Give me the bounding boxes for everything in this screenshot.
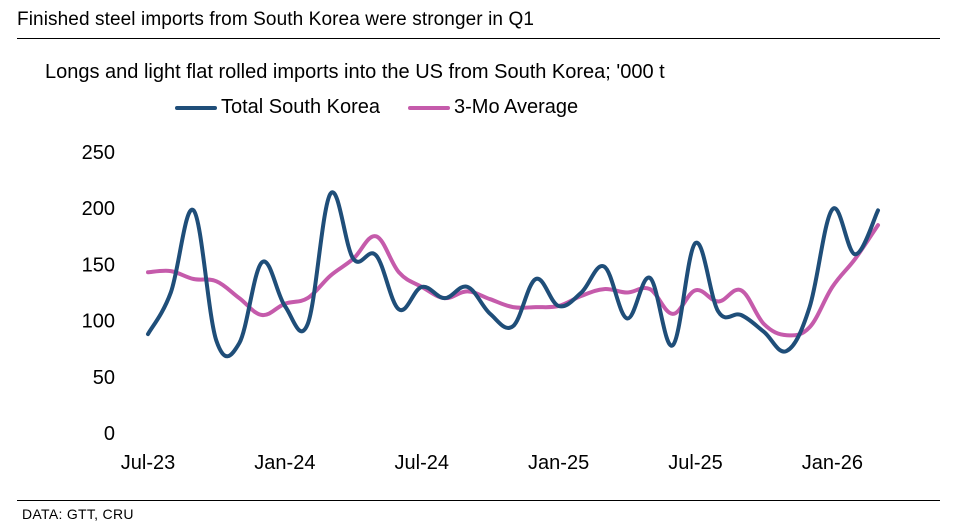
y-axis: 0 50 100 150 200 250 — [82, 142, 115, 445]
y-tick-label: 0 — [104, 423, 115, 445]
x-tick-label: Jan-26 — [802, 452, 863, 474]
legend-swatch-average — [408, 105, 450, 110]
legend-swatch-total — [175, 105, 217, 110]
y-tick-label: 200 — [82, 198, 115, 220]
y-tick-label: 150 — [82, 254, 115, 276]
top-rule — [17, 38, 940, 39]
x-tick-label: Jul-25 — [668, 452, 722, 474]
legend-item-total: Total South Korea — [175, 96, 380, 119]
y-tick-label: 50 — [93, 367, 115, 389]
x-tick-label: Jul-23 — [121, 452, 175, 474]
legend-label-total: Total South Korea — [221, 96, 380, 118]
x-tick-label: Jul-24 — [395, 452, 449, 474]
x-tick-label: Jan-25 — [528, 452, 589, 474]
chart-title: Longs and light flat rolled imports into… — [45, 61, 665, 83]
y-tick-label: 250 — [82, 142, 115, 164]
source-note: DATA: GTT, CRU — [22, 506, 134, 522]
series-layer — [146, 190, 880, 359]
series-line-3-mo-average — [146, 223, 880, 338]
legend: Total South Korea 3-Mo Average — [175, 96, 606, 119]
x-axis: Jul-23 Jan-24 Jul-24 Jan-25 Jul-25 Jan-26 — [121, 452, 863, 474]
headline: Finished steel imports from South Korea … — [17, 9, 535, 30]
x-tick-label: Jan-24 — [254, 452, 315, 474]
legend-item-average: 3-Mo Average — [408, 96, 578, 119]
bottom-rule — [17, 500, 940, 501]
legend-label-average: 3-Mo Average — [454, 96, 579, 118]
series-line-total-south-korea — [146, 190, 880, 359]
y-tick-label: 100 — [82, 311, 115, 333]
